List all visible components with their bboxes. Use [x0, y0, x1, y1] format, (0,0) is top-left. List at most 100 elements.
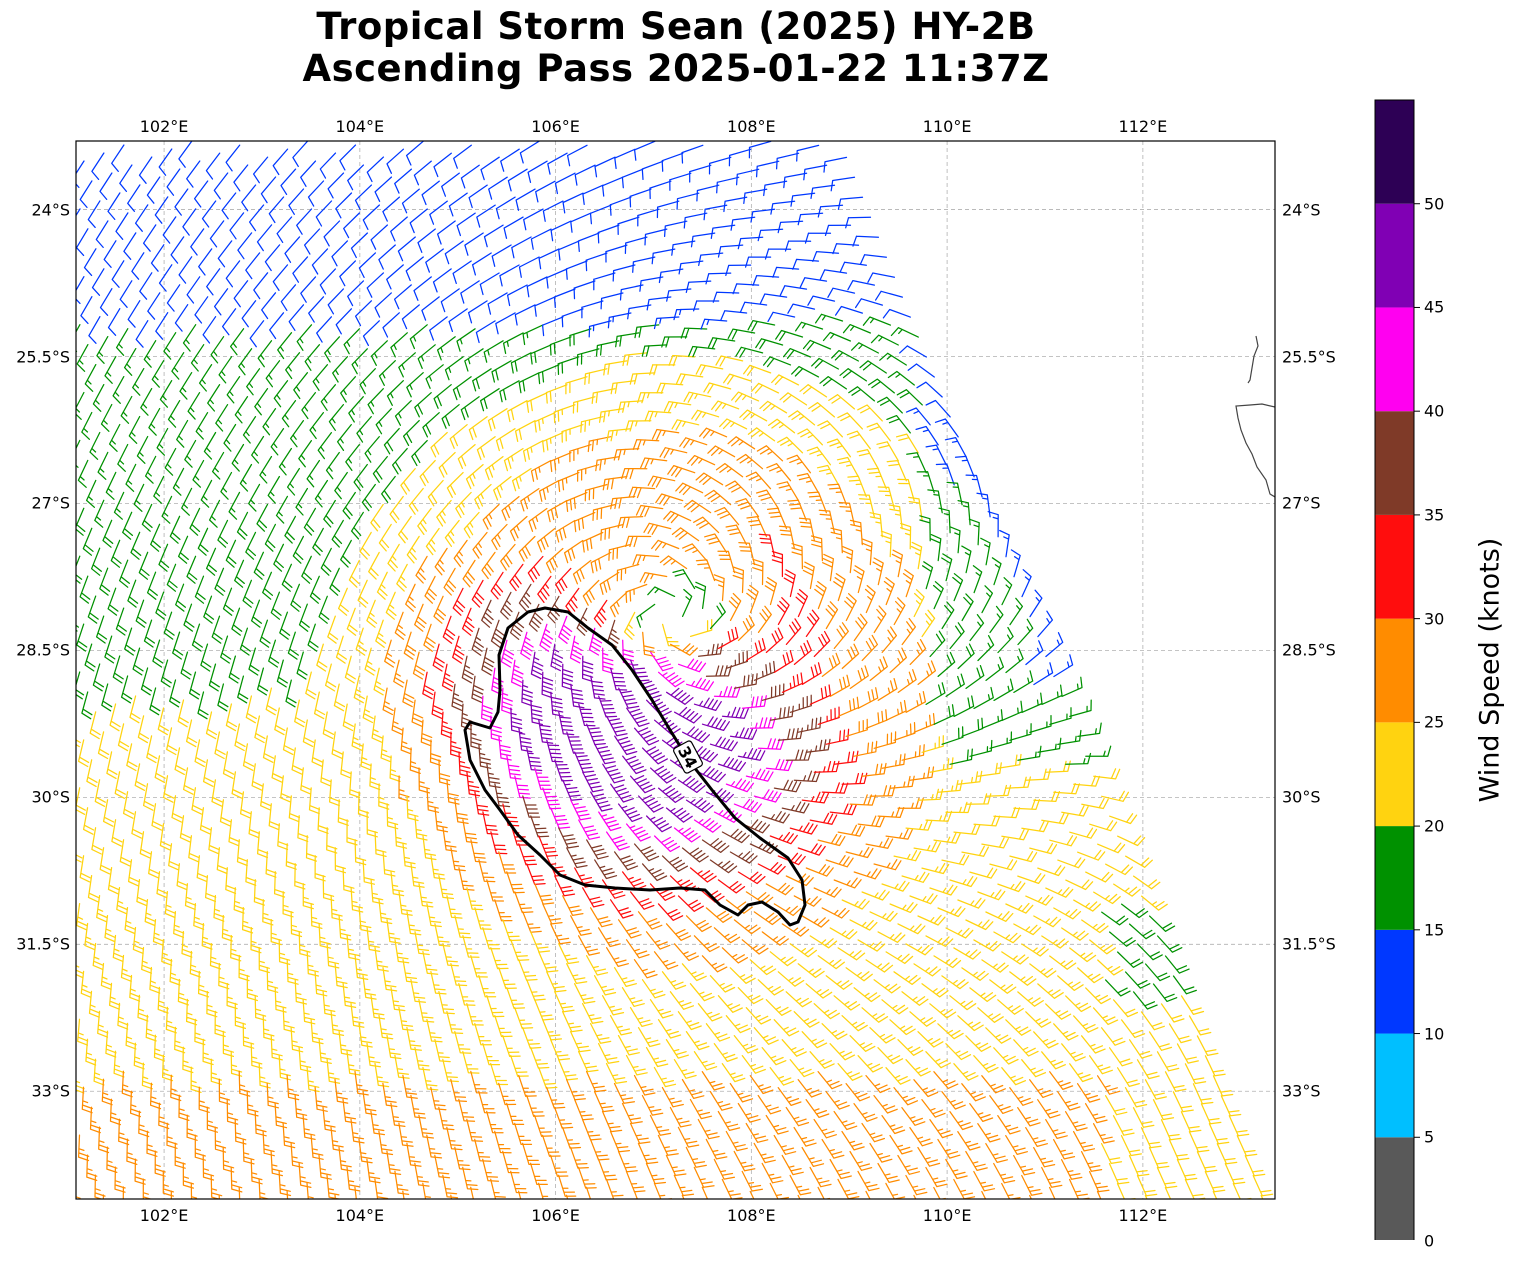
wind-barb [324, 336, 341, 363]
wind-barb [857, 687, 879, 709]
wind-barb [821, 652, 841, 678]
wind-barb [997, 1114, 1021, 1135]
wind-barb [338, 1146, 353, 1172]
wind-barb [897, 478, 915, 502]
wind-barb [466, 1002, 484, 1026]
wind-barb [378, 244, 396, 270]
wind-barb [314, 1086, 328, 1112]
wind-barb [338, 915, 352, 941]
wind-barb [784, 240, 812, 252]
wind-barb [985, 784, 1012, 797]
wind-barb [710, 224, 736, 240]
wind-barb [340, 751, 352, 779]
wind-barb [589, 1022, 612, 1044]
lon-tick-label-top: 106°E [531, 117, 580, 136]
wind-barb [1113, 883, 1141, 897]
wind-barb [941, 854, 970, 866]
wind-barb [301, 391, 317, 420]
wind-barb [772, 266, 800, 278]
wind-barb [767, 418, 796, 434]
wind-barb [1013, 923, 1042, 936]
wind-barb [833, 1110, 858, 1131]
wind-barb [149, 966, 161, 994]
wind-barb [476, 436, 496, 461]
wind-barb [1164, 1071, 1187, 1092]
wind-barb [76, 603, 80, 632]
wind-barb [507, 168, 528, 192]
wind-barb [733, 798, 762, 813]
wind-barb [1060, 1158, 1083, 1180]
wind-barb [829, 674, 851, 697]
wind-barb [127, 300, 141, 328]
wind-barb [736, 453, 764, 470]
wind-barb [487, 292, 508, 315]
wind-barb [396, 563, 408, 592]
wind-barb [944, 436, 967, 458]
wind-barb [378, 360, 396, 386]
wind-barb [877, 486, 895, 510]
wind-barb [643, 522, 672, 535]
wind-barb [761, 931, 789, 946]
wind-barb [609, 899, 634, 919]
wind-barb [566, 847, 588, 869]
wind-barb [739, 409, 768, 422]
wind-barb [893, 850, 922, 862]
wind-barb [787, 499, 808, 522]
wind-barb [909, 1126, 933, 1147]
wind-barb [597, 1042, 620, 1064]
wind-barb [797, 1078, 822, 1098]
wind-barb [537, 575, 552, 604]
wind-barb [521, 679, 533, 707]
wind-barb [625, 420, 652, 432]
wind-barb [925, 810, 953, 822]
wind-barb [816, 464, 840, 486]
wind-barb [270, 918, 282, 946]
wind-barb [238, 1186, 241, 1199]
wind-barb [249, 320, 265, 348]
wind-barb [929, 757, 954, 773]
wind-barb [81, 691, 93, 720]
wind-barb [300, 160, 317, 187]
wind-barb [807, 295, 836, 306]
wind-barb [929, 884, 958, 896]
wind-barb [913, 1079, 939, 1098]
wind-barb [265, 687, 277, 716]
wind-barb [331, 731, 343, 759]
wind-barb [1081, 797, 1109, 810]
wind-barb [169, 958, 181, 986]
wind-barb [605, 831, 630, 851]
wind-barb [761, 1046, 787, 1066]
wind-barb [514, 775, 531, 799]
wind-barb [745, 1122, 769, 1143]
wind-barb [79, 180, 93, 209]
wind-barb [345, 443, 360, 472]
wind-barb [961, 593, 974, 622]
wind-barb [81, 411, 93, 440]
wind-barb [1005, 776, 1032, 789]
wind-barb [510, 939, 530, 962]
wind-barb [562, 192, 584, 214]
wind-barb [208, 663, 220, 692]
wind-barb [494, 899, 513, 922]
wind-barb [326, 1174, 340, 1199]
wind-barb [172, 631, 184, 660]
wind-barb [877, 1162, 900, 1184]
wind-barb [597, 224, 620, 244]
wind-barb [865, 709, 888, 729]
wind-barb [857, 939, 886, 952]
wind-barb [657, 785, 685, 804]
wind-barb [1053, 907, 1082, 920]
wind-barb [839, 368, 868, 382]
wind-barb [637, 392, 664, 404]
colorbar-tick-label: 15 [1424, 920, 1445, 940]
wind-barb [96, 335, 109, 364]
wind-barb [745, 768, 774, 782]
wind-barb [140, 387, 153, 416]
wind-barb [226, 982, 238, 1010]
wind-barb [470, 723, 482, 750]
wind-barb [713, 927, 741, 944]
wind-barb [561, 663, 574, 691]
wind-barb [491, 667, 504, 696]
wind-barb [506, 284, 528, 307]
wind-barb [1092, 1123, 1115, 1144]
